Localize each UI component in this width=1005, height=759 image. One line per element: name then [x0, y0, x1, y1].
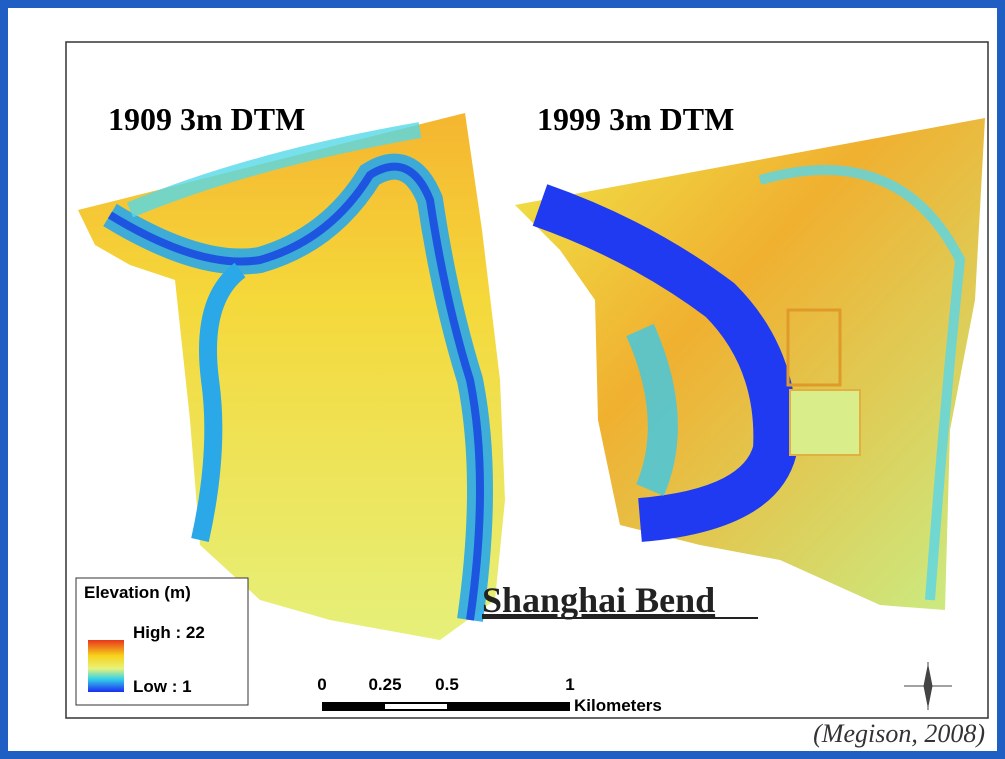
legend-swatch — [88, 640, 124, 692]
scale-label: 0 — [317, 675, 326, 694]
legend-high: High : 22 — [133, 623, 205, 642]
slide: 1909 3m DTM 1999 3m DTM Shanghai Bend El… — [0, 0, 1005, 759]
scale-label: 0.25 — [368, 675, 401, 694]
scale-label: 1 — [565, 675, 574, 694]
scale-label: 0.5 — [435, 675, 459, 694]
legend: Elevation (m) High : 22 Low : 1 — [76, 578, 248, 705]
citation: (Megison, 2008) — [813, 719, 985, 748]
legend-low: Low : 1 — [133, 677, 192, 696]
legend-title: Elevation (m) — [84, 583, 191, 602]
map-title: Shanghai Bend — [482, 580, 715, 620]
scale-unit: Kilometers — [574, 696, 662, 715]
map-label: 1999 3m DTM — [537, 101, 734, 137]
map-label: 1909 3m DTM — [108, 101, 305, 137]
scale-segment — [385, 704, 447, 709]
